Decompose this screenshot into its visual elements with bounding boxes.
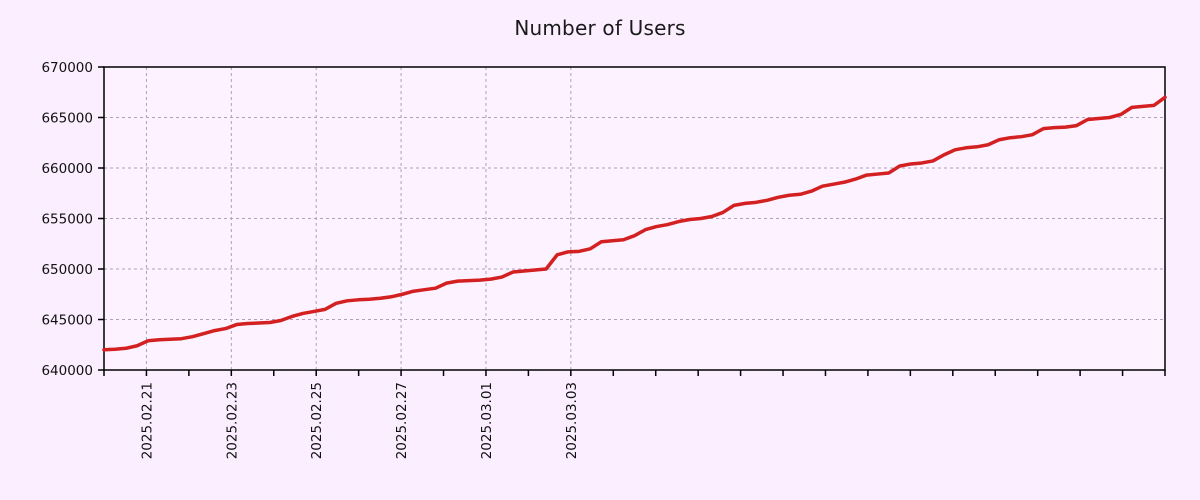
svg-text:2025.02.21: 2025.02.21 — [139, 382, 155, 459]
svg-text:640000: 640000 — [41, 363, 93, 379]
svg-text:2025.02.25: 2025.02.25 — [309, 382, 325, 459]
plot-frame — [103, 66, 1166, 371]
svg-text:660000: 660000 — [41, 161, 93, 177]
svg-text:655000: 655000 — [41, 212, 93, 228]
svg-text:650000: 650000 — [41, 262, 93, 278]
svg-text:665000: 665000 — [41, 111, 93, 127]
data-series-line — [102, 95, 1167, 352]
svg-text:2025.02.27: 2025.02.27 — [394, 382, 410, 459]
svg-text:2025.02.23: 2025.02.23 — [224, 382, 240, 459]
svg-text:2025.03.01: 2025.03.01 — [479, 382, 495, 459]
svg-text:670000: 670000 — [41, 60, 93, 76]
y-axis-ticks: 640000 645000 650000 655000 660000 665000 6700… — [41, 60, 104, 379]
x-axis-ticks: 2025.02.21 2025.02.23 2025.02.25 2025.02.27… — [103, 370, 1166, 459]
svg-text:2025.03.03: 2025.03.03 — [564, 382, 580, 459]
chart-title: Number of Users — [514, 16, 686, 40]
svg-text:645000: 645000 — [41, 313, 93, 329]
